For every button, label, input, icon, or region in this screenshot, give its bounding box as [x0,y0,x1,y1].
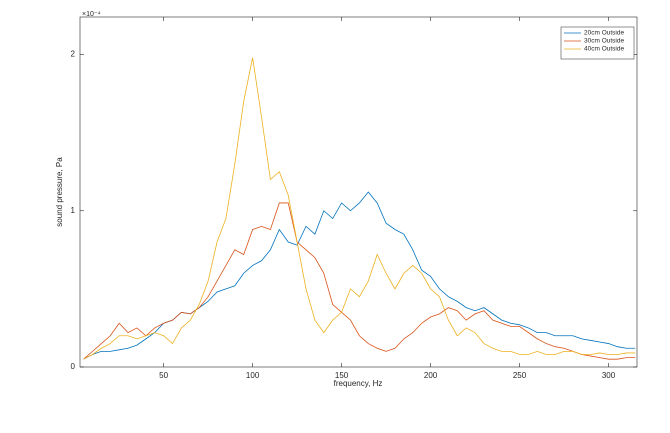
y-exponent: ×10⁻⁴ [82,11,101,18]
y-tick-label: 0 [71,362,76,371]
x-tick-label: 50 [159,371,168,380]
y-tick-label: 2 [71,50,76,59]
x-tick-label: 150 [335,371,349,380]
y-tick-label: 1 [71,206,76,215]
x-tick-label: 300 [602,371,616,380]
legend-label: 40cm Outside [584,46,624,53]
plot-area [79,16,638,368]
legend-label: 30cm Outside [584,38,624,45]
x-tick-label: 250 [513,371,527,380]
series-line [83,57,636,360]
x-axis-label: frequency, Hz [334,379,383,388]
series-line [83,202,636,360]
y-axis-label: sound pressure, Pa [55,157,64,227]
legend-label: 20cm Outside [584,30,624,37]
legend-box [560,26,635,60]
x-tick-label: 200 [424,371,438,380]
x-tick-label: 100 [246,371,260,380]
